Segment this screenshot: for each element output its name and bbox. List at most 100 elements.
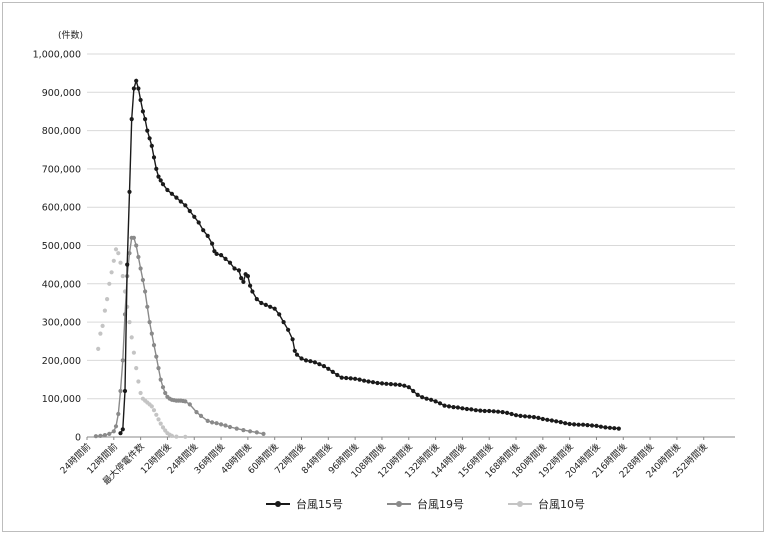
data-point-series-0 xyxy=(581,422,586,427)
data-point-series-0 xyxy=(603,425,608,430)
data-point-series-1 xyxy=(154,354,159,359)
data-point-series-0 xyxy=(160,182,166,187)
data-point-series-1 xyxy=(116,411,121,417)
legend-label-typhoon19: 台風19号 xyxy=(417,498,464,511)
data-point-series-0 xyxy=(406,385,411,390)
y-tick-label: 100,000 xyxy=(42,394,81,405)
data-point-series-0 xyxy=(455,405,460,410)
data-point-series-0 xyxy=(402,383,407,388)
data-point-series-2 xyxy=(160,425,166,430)
data-point-series-0 xyxy=(248,283,253,288)
data-point-series-1 xyxy=(187,402,192,407)
data-point-series-1 xyxy=(241,428,246,433)
data-point-series-0 xyxy=(384,381,389,386)
data-point-series-0 xyxy=(446,404,452,409)
data-point-series-0 xyxy=(232,266,237,271)
data-point-series-0 xyxy=(158,178,163,183)
data-point-series-1 xyxy=(160,385,166,390)
legend: 台風15号 台風19号 台風10号 xyxy=(266,496,585,512)
data-point-series-0 xyxy=(598,424,604,429)
data-point-series-0 xyxy=(594,423,599,428)
data-point-series-2 xyxy=(151,408,157,413)
data-point-series-0 xyxy=(145,128,150,133)
data-point-series-0 xyxy=(156,174,161,179)
y-tick-label: 900,000 xyxy=(42,88,81,99)
data-point-series-0 xyxy=(545,417,550,422)
data-point-series-1 xyxy=(151,343,157,348)
data-point-series-0 xyxy=(437,401,443,406)
data-point-series-0 xyxy=(125,262,130,267)
data-point-series-1 xyxy=(248,429,253,434)
data-point-series-1 xyxy=(134,243,139,248)
legend-item-typhoon19[interactable]: 台風19号 xyxy=(387,496,464,512)
data-point-series-1 xyxy=(227,424,233,430)
data-point-series-0 xyxy=(433,399,438,404)
data-point-series-0 xyxy=(518,413,523,418)
data-point-series-0 xyxy=(154,166,159,171)
data-point-series-0 xyxy=(375,380,380,386)
y-axis-label: (件数) xyxy=(58,29,83,41)
data-point-series-0 xyxy=(169,191,174,196)
data-point-series-0 xyxy=(464,406,469,412)
data-point-series-1 xyxy=(143,289,148,294)
data-point-series-1 xyxy=(138,266,143,271)
data-point-series-2 xyxy=(129,335,134,340)
data-point-series-0 xyxy=(536,415,541,420)
data-point-series-0 xyxy=(344,375,349,381)
data-point-series-1 xyxy=(198,413,204,418)
data-point-series-0 xyxy=(165,187,170,193)
data-point-series-0 xyxy=(469,407,474,412)
data-point-series-0 xyxy=(138,97,143,103)
data-point-series-0 xyxy=(214,251,219,256)
data-point-series-1 xyxy=(136,254,141,260)
data-point-series-1 xyxy=(219,422,224,427)
legend-item-typhoon10[interactable]: 台風10号 xyxy=(508,496,585,512)
legend-item-typhoon15[interactable]: 台風15号 xyxy=(266,496,343,512)
data-point-series-0 xyxy=(178,199,183,204)
data-point-series-0 xyxy=(290,337,295,342)
data-point-series-0 xyxy=(312,360,317,365)
y-tick-label: 300,000 xyxy=(42,318,81,329)
y-tick-label: 0 xyxy=(75,433,81,444)
data-point-series-0 xyxy=(370,380,376,385)
data-point-series-0 xyxy=(321,364,326,369)
data-point-series-2 xyxy=(134,366,139,371)
data-point-series-0 xyxy=(500,410,505,415)
data-point-series-2 xyxy=(100,323,105,328)
data-point-series-0 xyxy=(308,359,313,364)
data-point-series-0 xyxy=(509,411,514,417)
data-point-series-0 xyxy=(122,388,128,394)
data-point-series-0 xyxy=(317,362,322,367)
data-point-series-2 xyxy=(98,331,103,336)
data-point-series-0 xyxy=(531,415,537,420)
data-point-series-0 xyxy=(281,320,286,325)
data-point-series-0 xyxy=(335,372,340,378)
data-point-series-0 xyxy=(143,117,148,122)
data-point-series-0 xyxy=(393,382,398,387)
data-point-series-0 xyxy=(210,241,215,246)
data-point-series-2 xyxy=(107,281,112,286)
data-point-series-1 xyxy=(113,424,119,429)
data-point-series-0 xyxy=(292,348,297,353)
data-point-series-1 xyxy=(223,423,228,428)
data-point-series-0 xyxy=(487,408,492,414)
data-point-series-1 xyxy=(131,235,136,240)
data-point-series-0 xyxy=(223,256,228,261)
data-point-series-0 xyxy=(272,306,277,311)
data-point-series-1 xyxy=(234,426,239,431)
y-tick-label: 800,000 xyxy=(42,126,81,137)
data-point-series-1 xyxy=(93,434,98,439)
data-point-series-0 xyxy=(140,109,145,114)
legend-swatch-typhoon15 xyxy=(266,499,290,509)
data-point-series-0 xyxy=(239,276,244,281)
data-point-series-0 xyxy=(540,416,545,422)
data-point-series-0 xyxy=(136,86,141,91)
data-point-series-0 xyxy=(183,203,188,208)
data-point-series-1 xyxy=(120,358,125,363)
legend-label-typhoon10: 台風10号 xyxy=(538,498,585,511)
y-tick-label: 1,000,000 xyxy=(33,50,81,61)
data-point-series-0 xyxy=(616,426,621,431)
data-point-series-2 xyxy=(158,421,163,426)
